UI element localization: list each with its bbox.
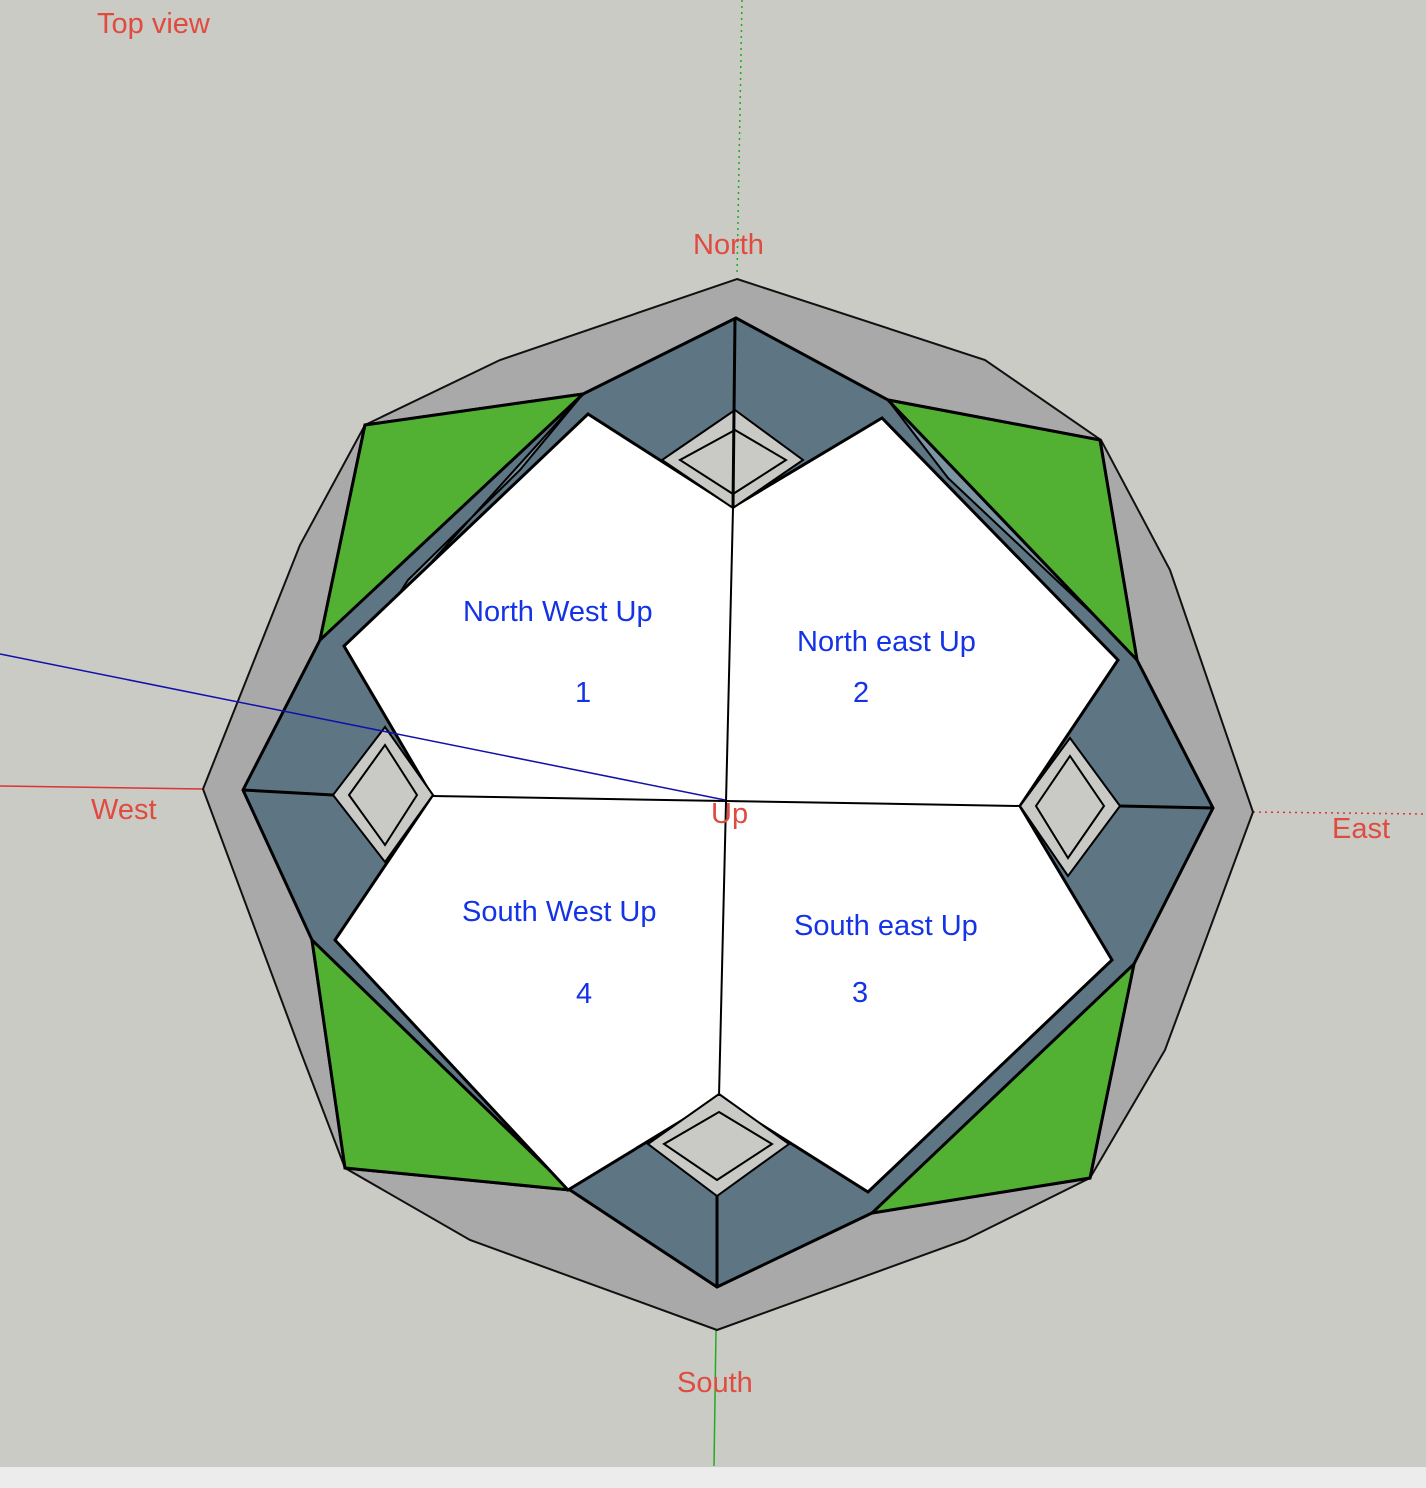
green-panel-southwest [309, 935, 575, 1192]
pyramid-east [1018, 736, 1214, 878]
direction-east-label: East [1332, 813, 1390, 845]
face-label-north-west: North West Up [463, 596, 653, 628]
red-axis-west [0, 785, 204, 790]
direction-west-label: West [91, 794, 157, 826]
direction-north-label: North [693, 229, 764, 261]
status-bar [0, 1466, 1426, 1488]
green-panel-southeast [867, 959, 1137, 1216]
direction-up-label: Up [711, 798, 748, 830]
face-label-south-east: South east Up [794, 910, 978, 942]
view-title: Top view [97, 8, 211, 40]
face-label-north-east: North east Up [797, 626, 976, 658]
face-number-north-west: 1 [575, 677, 591, 709]
pyramid-west [242, 725, 435, 864]
green-panel-northeast [883, 397, 1140, 665]
green-panel-northwest [317, 391, 588, 645]
face-label-south-west: South West Up [462, 896, 657, 928]
divider-horizontal [431, 795, 1021, 807]
pyramid-south [646, 1092, 791, 1287]
face-number-south-west: 4 [576, 978, 592, 1010]
green-axis-north [736, 0, 743, 276]
direction-south-label: South [677, 1367, 753, 1399]
green-axis-south [713, 1329, 717, 1466]
face-number-south-east: 3 [852, 977, 868, 1009]
red-axis-east [1252, 811, 1426, 815]
face-number-north-east: 2 [853, 677, 869, 709]
blue-axis [0, 653, 726, 801]
